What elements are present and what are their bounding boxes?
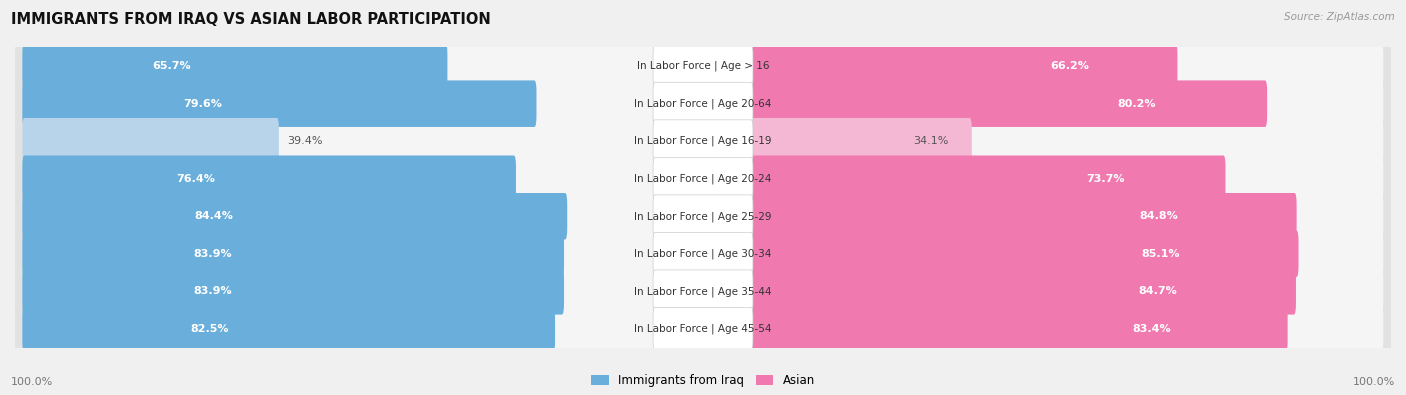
FancyBboxPatch shape — [15, 265, 1391, 318]
Text: In Labor Force | Age 16-19: In Labor Force | Age 16-19 — [634, 136, 772, 147]
Text: In Labor Force | Age > 16: In Labor Force | Age > 16 — [637, 61, 769, 71]
FancyBboxPatch shape — [22, 120, 1384, 163]
Text: 65.7%: 65.7% — [152, 61, 191, 71]
FancyBboxPatch shape — [22, 45, 1384, 88]
FancyBboxPatch shape — [22, 307, 1384, 350]
FancyBboxPatch shape — [749, 118, 972, 164]
Text: 84.7%: 84.7% — [1139, 286, 1178, 296]
Text: 85.1%: 85.1% — [1140, 249, 1180, 259]
FancyBboxPatch shape — [749, 268, 1296, 314]
FancyBboxPatch shape — [749, 231, 1299, 277]
Text: 34.1%: 34.1% — [914, 136, 949, 146]
FancyBboxPatch shape — [22, 156, 516, 202]
FancyBboxPatch shape — [22, 193, 567, 239]
FancyBboxPatch shape — [22, 268, 564, 314]
FancyBboxPatch shape — [15, 152, 1391, 205]
FancyBboxPatch shape — [652, 82, 754, 125]
FancyBboxPatch shape — [22, 231, 564, 277]
FancyBboxPatch shape — [15, 190, 1391, 243]
FancyBboxPatch shape — [22, 232, 1384, 275]
Text: In Labor Force | Age 20-24: In Labor Force | Age 20-24 — [634, 173, 772, 184]
FancyBboxPatch shape — [749, 306, 1288, 352]
FancyBboxPatch shape — [652, 270, 754, 313]
Text: 100.0%: 100.0% — [1353, 377, 1395, 387]
Text: 82.5%: 82.5% — [190, 324, 229, 334]
Text: 73.7%: 73.7% — [1085, 174, 1125, 184]
Text: In Labor Force | Age 20-64: In Labor Force | Age 20-64 — [634, 98, 772, 109]
FancyBboxPatch shape — [749, 43, 1177, 89]
FancyBboxPatch shape — [15, 77, 1391, 130]
Text: IMMIGRANTS FROM IRAQ VS ASIAN LABOR PARTICIPATION: IMMIGRANTS FROM IRAQ VS ASIAN LABOR PART… — [11, 12, 491, 27]
FancyBboxPatch shape — [22, 82, 1384, 125]
Text: Source: ZipAtlas.com: Source: ZipAtlas.com — [1284, 12, 1395, 22]
FancyBboxPatch shape — [652, 157, 754, 200]
FancyBboxPatch shape — [22, 157, 1384, 200]
FancyBboxPatch shape — [652, 307, 754, 350]
Text: 83.4%: 83.4% — [1133, 324, 1171, 334]
FancyBboxPatch shape — [22, 118, 278, 164]
Text: In Labor Force | Age 30-34: In Labor Force | Age 30-34 — [634, 248, 772, 259]
FancyBboxPatch shape — [22, 270, 1384, 313]
FancyBboxPatch shape — [15, 115, 1391, 168]
Text: 84.8%: 84.8% — [1139, 211, 1178, 221]
Text: 83.9%: 83.9% — [193, 249, 232, 259]
FancyBboxPatch shape — [749, 156, 1226, 202]
Text: In Labor Force | Age 25-29: In Labor Force | Age 25-29 — [634, 211, 772, 222]
FancyBboxPatch shape — [652, 195, 754, 238]
FancyBboxPatch shape — [15, 40, 1391, 93]
FancyBboxPatch shape — [15, 227, 1391, 280]
Legend: Immigrants from Iraq, Asian: Immigrants from Iraq, Asian — [591, 374, 815, 387]
FancyBboxPatch shape — [652, 232, 754, 275]
Text: 76.4%: 76.4% — [176, 174, 215, 184]
Text: 80.2%: 80.2% — [1118, 99, 1156, 109]
FancyBboxPatch shape — [749, 81, 1267, 127]
Text: 39.4%: 39.4% — [287, 136, 322, 146]
FancyBboxPatch shape — [22, 43, 447, 89]
FancyBboxPatch shape — [652, 120, 754, 163]
FancyBboxPatch shape — [749, 193, 1296, 239]
FancyBboxPatch shape — [15, 302, 1391, 356]
Text: 79.6%: 79.6% — [183, 99, 222, 109]
FancyBboxPatch shape — [22, 306, 555, 352]
Text: 100.0%: 100.0% — [11, 377, 53, 387]
Text: 84.4%: 84.4% — [194, 211, 233, 221]
Text: In Labor Force | Age 35-44: In Labor Force | Age 35-44 — [634, 286, 772, 297]
Text: 83.9%: 83.9% — [193, 286, 232, 296]
Text: In Labor Force | Age 45-54: In Labor Force | Age 45-54 — [634, 324, 772, 334]
FancyBboxPatch shape — [652, 45, 754, 88]
FancyBboxPatch shape — [22, 81, 537, 127]
FancyBboxPatch shape — [22, 195, 1384, 238]
Text: 66.2%: 66.2% — [1050, 61, 1088, 71]
